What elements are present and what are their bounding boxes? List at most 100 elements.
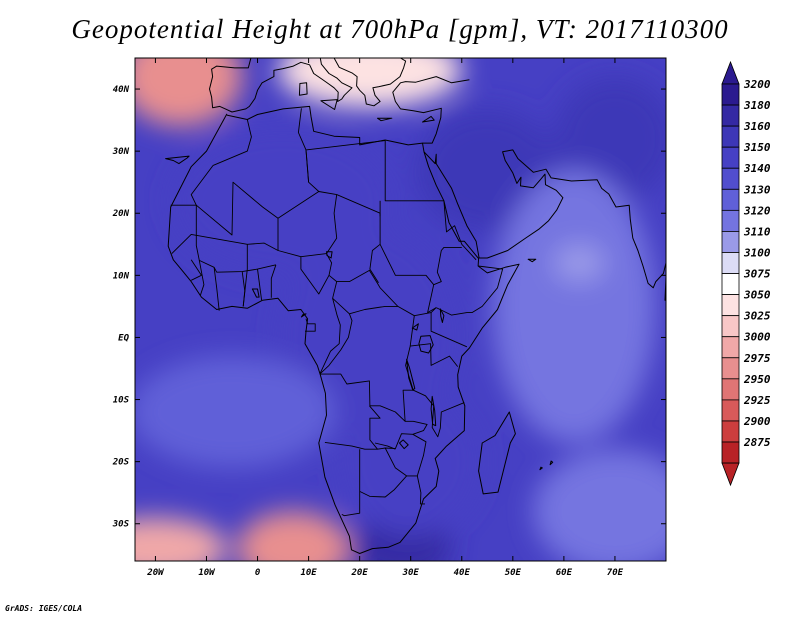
country-border (443, 200, 477, 261)
height-field-patch (553, 76, 666, 201)
colorbar-swatch (721, 273, 740, 296)
lat-tick-label: 20N (112, 209, 130, 219)
colorbar-label: 2900 (743, 415, 771, 428)
country-border (257, 269, 263, 301)
colorbar-label: 3110 (743, 225, 771, 238)
height-field-patch (339, 387, 483, 537)
country-border (326, 194, 399, 307)
colorbar-swatch (721, 420, 740, 443)
lon-tick-label: 60E (556, 568, 573, 578)
country-border (190, 259, 202, 281)
country-border (369, 405, 428, 450)
colorbar-swatch (721, 378, 740, 401)
country-border (341, 449, 361, 517)
colorbar-label: 3075 (743, 268, 771, 281)
colorbar-swatch (721, 315, 740, 338)
island-outline (298, 82, 308, 96)
lake-outline (399, 439, 409, 450)
island-outline (300, 313, 307, 318)
height-field-patch (533, 449, 666, 561)
height-field-patch (237, 511, 350, 561)
colorbar-swatch (721, 294, 740, 317)
lake-outline (439, 308, 445, 323)
map-title: Geopotential Height at 700hPa [gpm], VT:… (71, 14, 729, 44)
colorbar-label: 3200 (743, 78, 771, 91)
country-border (241, 271, 246, 307)
country-border (416, 475, 425, 505)
coastline-layer (165, 58, 666, 554)
island-outline (165, 155, 190, 165)
map-axes: 20W 10W 0 10E 20E 30E 40E 50E 60E 70E 40N 30N 20N 10N… (112, 58, 666, 578)
island-outline (549, 460, 554, 466)
height-field-patch (277, 58, 462, 108)
island-outline (320, 99, 338, 110)
country-border (359, 475, 407, 498)
height-field-patch (553, 244, 605, 282)
colorbar-swatch (721, 252, 740, 274)
colorbar-swatch (721, 441, 740, 464)
colorbar-label: 3130 (743, 183, 771, 196)
country-border (374, 442, 396, 450)
colorbar-label: 2975 (743, 352, 771, 365)
country-border (319, 297, 415, 422)
country-borders-layer (170, 108, 504, 517)
country-border (430, 307, 468, 348)
lat-tick-label: 10N (113, 271, 130, 281)
lat-tick-label: 30S (112, 520, 130, 530)
coastline (392, 76, 470, 144)
colorbar: 3200 3180 3160 3150 3140 3130 3120 3110 3100 3075… (721, 60, 771, 487)
lon-tick-label: 10W (198, 568, 216, 578)
colorbar-swatch (721, 188, 740, 211)
height-field-patch (135, 517, 227, 561)
country-border (305, 318, 316, 332)
colorbar-swatch (721, 399, 740, 422)
country-border (433, 246, 462, 286)
lon-tick-label: 40E (454, 568, 471, 578)
island-outline (377, 117, 393, 122)
colorbar-label: 3100 (743, 246, 771, 259)
coastline (209, 58, 353, 113)
country-border (270, 264, 277, 298)
country-border (384, 140, 444, 202)
lat-tick-label: 20S (112, 458, 130, 468)
map-frame (134, 57, 667, 562)
grads-credit: GrADS: IGES/COLA (5, 604, 83, 613)
colorbar-label: 3000 (743, 331, 771, 344)
colorbar-label: 3120 (743, 204, 771, 217)
island-outline (539, 466, 543, 471)
country-border (212, 119, 252, 166)
lake-outline (411, 323, 419, 331)
country-border (413, 389, 465, 438)
lon-tick-label: 70E (607, 568, 624, 578)
colorbar-swatch (721, 125, 740, 148)
colorbar-swatch (721, 104, 740, 127)
lon-tick-label: 10E (300, 568, 317, 578)
colorbar-swatch (721, 209, 740, 232)
lon-tick-label: 0 (255, 568, 261, 578)
colorbar-swatch (721, 146, 740, 169)
colorbar-swatch (721, 357, 740, 380)
country-border (379, 244, 437, 314)
country-border (300, 256, 330, 295)
height-field-layer (135, 58, 666, 561)
coastline (333, 58, 407, 107)
island-outline (527, 258, 537, 263)
lat-tick-label: 30N (112, 147, 130, 157)
colorbar-bottom-arrow (721, 462, 740, 487)
lon-tick-label: 20E (351, 568, 369, 578)
lat-tick-label: EQ (118, 333, 129, 343)
lat-tick-label: 40N (113, 85, 130, 95)
country-border (305, 140, 386, 183)
country-border (436, 265, 504, 316)
lon-tick-label: 30E (402, 568, 420, 578)
coastline (423, 149, 666, 289)
colorbar-label: 3050 (743, 289, 771, 302)
country-border (319, 313, 353, 375)
colorbar-label: 2875 (743, 436, 771, 449)
country-border (195, 205, 277, 273)
height-field-patch (135, 58, 243, 127)
colorbar-label: 3150 (743, 141, 771, 154)
lake-outline (251, 288, 260, 298)
colorbar-label: 3160 (743, 120, 771, 133)
